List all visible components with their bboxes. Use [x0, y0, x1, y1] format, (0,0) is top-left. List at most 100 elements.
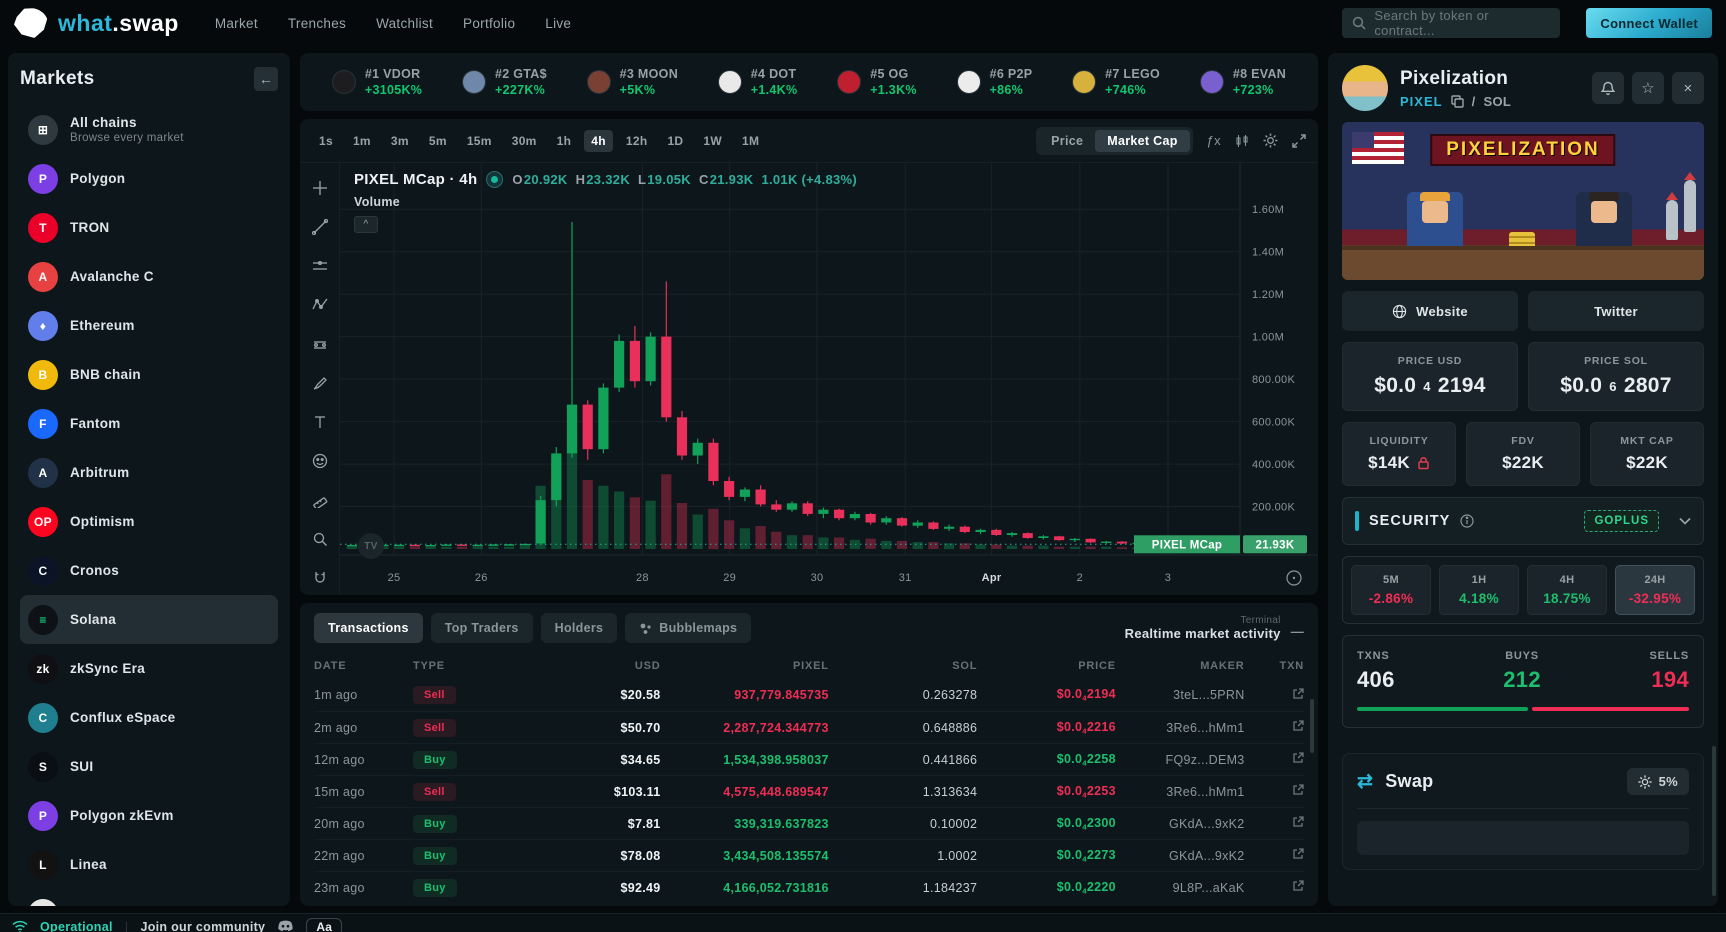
projection-icon[interactable]	[307, 331, 333, 357]
nav-item-portfolio[interactable]: Portfolio	[463, 15, 516, 31]
trendline-icon[interactable]	[307, 214, 333, 240]
cell-maker[interactable]: GKdA...9xK2	[1169, 816, 1245, 831]
ticker-item[interactable]: #4 DOT +1.4K%	[717, 67, 798, 97]
horizontal-line-icon[interactable]	[307, 253, 333, 279]
cell-maker[interactable]: FQ9z...DEM3	[1165, 752, 1245, 767]
cell-maker[interactable]: GKdA...9xK2	[1169, 848, 1245, 863]
change-tile-1h[interactable]: 1H 4.18%	[1439, 565, 1519, 615]
cell-txn-link[interactable]	[1245, 784, 1304, 799]
sidebar-item-zksync-era[interactable]: zk zkSync Era	[20, 644, 278, 693]
nav-item-live[interactable]: Live	[545, 15, 572, 31]
pane-collapse-button[interactable]: ^	[354, 216, 378, 233]
table-row[interactable]: 1m ago Sell $20.58 937,779.845735 0.263278 $0…	[314, 679, 1304, 711]
magnet-icon[interactable]	[307, 565, 333, 591]
sidebar-item-avalanche-c[interactable]: A Avalanche C	[20, 252, 278, 301]
candle-style-icon[interactable]	[1235, 134, 1249, 148]
timeframe-1m[interactable]: 1m	[352, 133, 371, 148]
ticker-item[interactable]: #8 EVAN +723%	[1199, 67, 1286, 97]
tab-top-traders[interactable]: Top Traders	[430, 613, 533, 643]
sidebar-item-optimism[interactable]: OP Optimism	[20, 497, 278, 546]
search-input[interactable]: Search by token or contract...	[1342, 8, 1561, 38]
series-visibility-dot[interactable]	[486, 171, 504, 188]
copy-address-icon[interactable]	[1450, 94, 1464, 108]
sidebar-item-linea[interactable]: L Linea	[20, 840, 278, 889]
ticker-item[interactable]: #5 OG +1.3K%	[837, 67, 917, 97]
sidebar-item-polygon-zkevm[interactable]: P Polygon zkEvm	[20, 791, 278, 840]
emoji-icon[interactable]	[307, 448, 333, 474]
sidebar-item-all-chains[interactable]: ⊞ All chains Browse every market	[20, 105, 278, 154]
community-link[interactable]: Join our community	[140, 919, 266, 932]
brush-icon[interactable]	[307, 370, 333, 396]
swap-amount-input[interactable]	[1357, 821, 1689, 855]
info-icon[interactable]	[1460, 514, 1474, 528]
cell-txn-link[interactable]	[1245, 752, 1304, 767]
timeframe-30m[interactable]: 30m	[511, 133, 537, 148]
zoom-icon[interactable]	[307, 526, 333, 552]
favorite-star-button[interactable]: ☆	[1632, 72, 1664, 104]
chevron-down-icon[interactable]	[1679, 517, 1691, 525]
minimize-icon[interactable]: —	[1290, 624, 1304, 639]
table-row[interactable]: 12m ago Buy $34.65 1,534,398.958037 0.441866…	[314, 743, 1304, 775]
sidebar-item-solana[interactable]: ≡ Solana	[20, 595, 278, 644]
close-panel-button[interactable]: ×	[1672, 72, 1704, 104]
sidebar-item-ethereum[interactable]: ♦ Ethereum	[20, 301, 278, 350]
twitter-button[interactable]: Twitter	[1528, 291, 1704, 331]
timeframe-1h[interactable]: 1h	[556, 133, 572, 148]
chart-settings-gear-icon[interactable]	[1263, 133, 1278, 148]
indicators-fx-icon[interactable]: ƒx	[1206, 133, 1221, 148]
panel-scrollbar[interactable]	[1712, 746, 1716, 896]
sidebar-collapse-button[interactable]: ←	[254, 67, 278, 91]
connect-wallet-button[interactable]: Connect Wallet	[1586, 8, 1712, 38]
timeframe-3m[interactable]: 3m	[390, 133, 409, 148]
sidebar-item-fantom[interactable]: F Fantom	[20, 399, 278, 448]
timeframe-4h[interactable]: 4h	[584, 129, 613, 152]
timeframe-1D[interactable]: 1D	[667, 133, 684, 148]
table-row[interactable]: 20m ago Buy $7.81 339,319.637823 0.10002 $0.0…	[314, 807, 1304, 839]
sidebar-item-cronos[interactable]: C Cronos	[20, 546, 278, 595]
ruler-icon[interactable]	[307, 487, 333, 513]
candlestick-chart[interactable]: 1.60M 1.40M 1.20M 1.00M 800.00K 600.00K 400.00…	[340, 163, 1318, 595]
tab-transactions[interactable]: Transactions	[314, 613, 423, 643]
table-row[interactable]: 15m ago Sell $103.11 4,575,448.689547 1.3136…	[314, 775, 1304, 807]
timeframe-15m[interactable]: 15m	[466, 133, 492, 148]
cell-maker[interactable]: 9L8P...aKaK	[1172, 880, 1245, 895]
chart-plot-area[interactable]: PIXEL MCap · 4h O20.92K H23.32K L19.05K C21…	[340, 163, 1318, 595]
timeframe-1W[interactable]: 1W	[703, 133, 723, 148]
table-row[interactable]: 22m ago Buy $78.08 3,434,508.135574 1.0002 $0…	[314, 839, 1304, 871]
timeframe-5m[interactable]: 5m	[428, 133, 447, 148]
sidebar-item-conflux-espace[interactable]: C Conflux eSpace	[20, 693, 278, 742]
nav-item-market[interactable]: Market	[214, 15, 258, 31]
ticker-item[interactable]: #6 P2P +86%	[956, 67, 1033, 97]
ticker-item[interactable]: #3 MOON +5K%	[586, 67, 678, 97]
timeframe-12h[interactable]: 12h	[625, 133, 648, 148]
nav-item-watchlist[interactable]: Watchlist	[376, 15, 434, 31]
timeframe-1M[interactable]: 1M	[742, 133, 760, 148]
change-tile-4h[interactable]: 4H 18.75%	[1527, 565, 1607, 615]
cell-maker[interactable]: 3teL...5PRN	[1173, 688, 1245, 702]
alerts-bell-button[interactable]	[1592, 72, 1624, 104]
pattern-icon[interactable]	[307, 292, 333, 318]
sidebar-item-arbitrum[interactable]: A Arbitrum	[20, 448, 278, 497]
crosshair-icon[interactable]	[307, 175, 333, 201]
tab-bubblemaps[interactable]: Bubblemaps	[625, 613, 752, 643]
ticker-item[interactable]: #2 GTA$ +227K%	[462, 67, 547, 97]
change-tile-5m[interactable]: 5M -2.86%	[1351, 565, 1431, 615]
cell-txn-link[interactable]	[1245, 720, 1304, 735]
sidebar-item-tron[interactable]: T TRON	[20, 203, 278, 252]
nav-item-trenches[interactable]: Trenches	[287, 15, 347, 31]
table-row[interactable]: 23m ago Buy $92.49 4,166,052.731816 1.184237…	[314, 871, 1304, 903]
change-tile-24h[interactable]: 24H -32.95%	[1615, 565, 1695, 615]
security-section[interactable]: SECURITY GOPLUS	[1342, 497, 1704, 545]
slippage-settings-button[interactable]: 5%	[1626, 768, 1689, 795]
font-size-button[interactable]: Aa	[306, 917, 343, 932]
discord-icon[interactable]	[277, 920, 294, 932]
timeframe-1s[interactable]: 1s	[319, 133, 333, 148]
app-logo[interactable]: what.swap	[14, 8, 179, 38]
tab-holders[interactable]: Holders	[540, 613, 618, 643]
cell-maker[interactable]: 3Re6...hMm1	[1166, 784, 1245, 799]
cell-txn-link[interactable]	[1245, 880, 1304, 895]
text-tool-icon[interactable]	[307, 409, 333, 435]
ticker-item[interactable]: #7 LEGO +746%	[1072, 67, 1160, 97]
cell-txn-link[interactable]	[1245, 848, 1304, 863]
table-row[interactable]: 2m ago Sell $50.70 2,287,724.344773 0.648886…	[314, 711, 1304, 743]
